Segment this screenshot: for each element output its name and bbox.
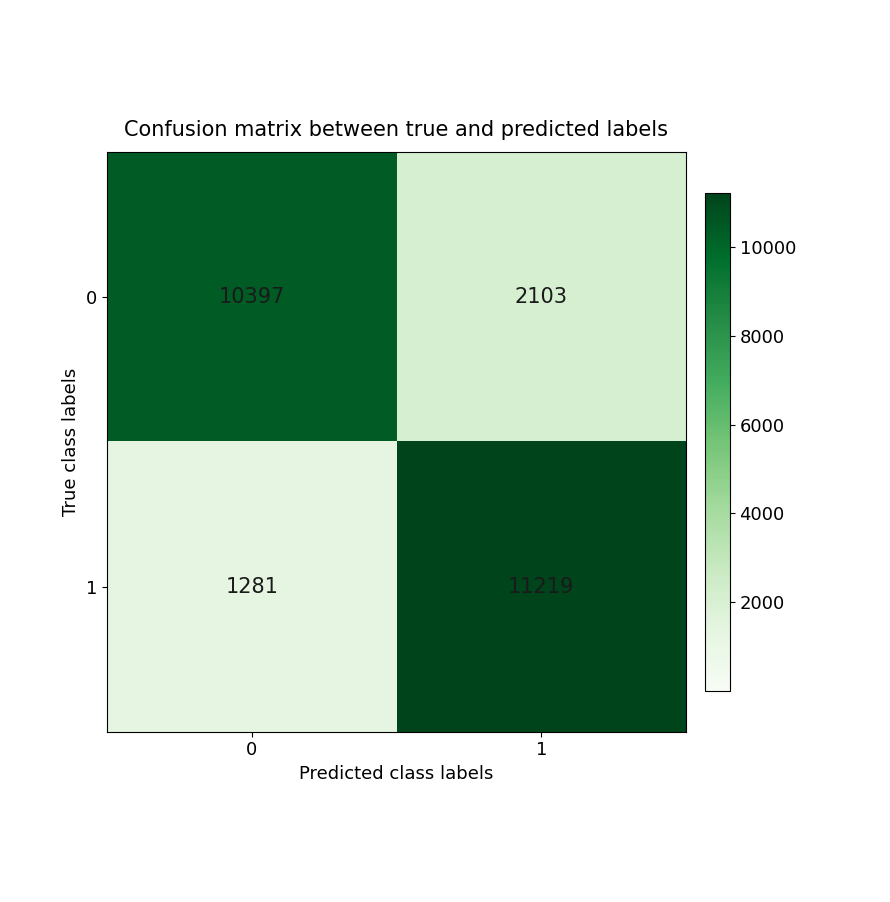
Text: 10397: 10397 (218, 287, 285, 308)
X-axis label: Predicted class labels: Predicted class labels (299, 765, 494, 783)
Text: 1281: 1281 (225, 576, 278, 597)
Y-axis label: True class labels: True class labels (62, 368, 80, 516)
Title: Confusion matrix between true and predicted labels: Confusion matrix between true and predic… (125, 120, 668, 140)
Text: 11219: 11219 (508, 576, 575, 597)
Text: 2103: 2103 (514, 287, 568, 308)
